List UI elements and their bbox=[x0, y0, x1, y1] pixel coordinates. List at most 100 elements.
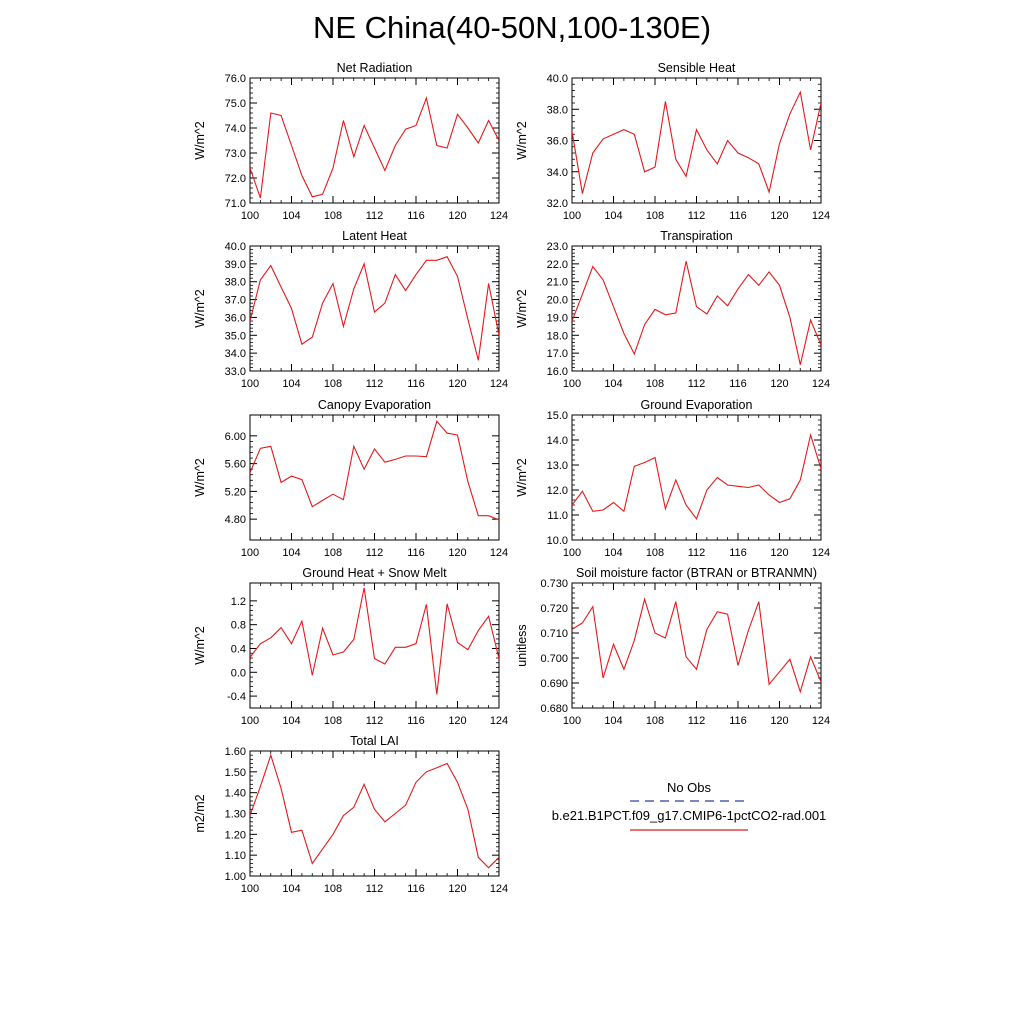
y-tick-label: 15.0 bbox=[547, 410, 568, 422]
y-tick-label: 73.0 bbox=[225, 148, 246, 160]
y-tick-label: 1.2 bbox=[231, 596, 246, 608]
y-tick-label: 13.0 bbox=[547, 460, 568, 472]
y-tick-label: 40.0 bbox=[547, 73, 568, 85]
x-tick-label: 112 bbox=[366, 547, 384, 559]
y-axis-label: unitless bbox=[515, 624, 529, 666]
panel-8: 100 104 108 112 116 120 124 0.680 0.690 0.700 0.71… bbox=[515, 566, 830, 727]
y-tick-label: -0.4 bbox=[227, 691, 246, 703]
legend-model-label: b.e21.B1PCT.f09_g17.CMIP6-1pctCO2-rad.00… bbox=[552, 808, 827, 823]
series-line bbox=[572, 90, 821, 195]
y-tick-label: 76.0 bbox=[225, 73, 246, 85]
x-tick-label: 108 bbox=[646, 210, 664, 222]
y-tick-label: 1.00 bbox=[225, 871, 246, 883]
series-line bbox=[250, 256, 499, 361]
y-tick-label: 1.50 bbox=[225, 767, 246, 779]
series-line bbox=[250, 587, 499, 695]
panel-1: 100 104 108 112 116 120 124 71.0 72.0 73.0 74.0 75.… bbox=[193, 61, 508, 222]
panel-title: Net Radiation bbox=[337, 61, 413, 75]
x-tick-label: 108 bbox=[324, 378, 342, 390]
plot-frame bbox=[571, 245, 822, 372]
y-tick-label: 39.0 bbox=[225, 259, 246, 271]
panel-title: Sensible Heat bbox=[658, 61, 736, 75]
y-tick-label: 38.0 bbox=[225, 277, 246, 289]
y-tick-label: 1.10 bbox=[225, 850, 246, 862]
y-tick-label: 0.720 bbox=[540, 603, 568, 615]
series-line bbox=[572, 261, 821, 365]
x-tick-label: 100 bbox=[241, 210, 259, 222]
y-tick-label: 19.0 bbox=[547, 312, 568, 324]
y-tick-label: 35.0 bbox=[225, 330, 246, 342]
y-tick-label: 4.80 bbox=[225, 514, 246, 526]
y-tick-label: 71.0 bbox=[225, 198, 246, 210]
x-tick-label: 116 bbox=[407, 378, 425, 390]
x-tick-label: 124 bbox=[490, 547, 508, 559]
x-tick-label: 112 bbox=[366, 883, 384, 895]
plot-frame bbox=[571, 77, 822, 204]
y-tick-label: 0.8 bbox=[231, 620, 246, 632]
series-line bbox=[572, 432, 821, 520]
y-tick-label: 0.4 bbox=[231, 643, 246, 655]
y-tick-label: 12.0 bbox=[547, 485, 568, 497]
y-tick-label: 0.700 bbox=[540, 653, 568, 665]
y-tick-label: 21.0 bbox=[547, 277, 568, 289]
x-tick-label: 100 bbox=[241, 378, 259, 390]
y-tick-label: 40.0 bbox=[225, 241, 246, 253]
x-tick-label: 104 bbox=[282, 547, 300, 559]
x-tick-label: 124 bbox=[490, 210, 508, 222]
y-tick-label: 18.0 bbox=[547, 330, 568, 342]
series-line bbox=[250, 753, 499, 869]
panel-3: 100 104 108 112 116 120 124 33.0 34.0 35.0 36.0 37.… bbox=[193, 229, 508, 390]
x-tick-label: 100 bbox=[563, 378, 581, 390]
x-tick-label: 120 bbox=[448, 378, 466, 390]
x-tick-label: 100 bbox=[241, 547, 259, 559]
y-tick-label: 1.20 bbox=[225, 829, 246, 841]
y-tick-label: 34.0 bbox=[225, 348, 246, 360]
y-tick-label: 36.0 bbox=[225, 312, 246, 324]
x-tick-label: 120 bbox=[770, 715, 788, 727]
plot-frame bbox=[571, 414, 822, 541]
x-tick-label: 124 bbox=[490, 715, 508, 727]
y-tick-label: 20.0 bbox=[547, 295, 568, 307]
plot-frame bbox=[249, 414, 500, 541]
x-tick-label: 100 bbox=[563, 715, 581, 727]
y-axis-label: W/m^2 bbox=[193, 121, 207, 160]
x-tick-label: 104 bbox=[282, 210, 300, 222]
plot-frame bbox=[571, 582, 822, 709]
x-tick-label: 108 bbox=[646, 378, 664, 390]
panel-title: Canopy Evaporation bbox=[318, 398, 431, 412]
x-tick-label: 104 bbox=[604, 715, 622, 727]
x-tick-label: 116 bbox=[407, 715, 425, 727]
x-tick-label: 124 bbox=[812, 378, 830, 390]
x-tick-label: 120 bbox=[770, 210, 788, 222]
x-tick-label: 120 bbox=[770, 378, 788, 390]
y-tick-label: 23.0 bbox=[547, 241, 568, 253]
panel-title: Transpiration bbox=[660, 229, 733, 243]
x-tick-label: 124 bbox=[812, 210, 830, 222]
y-axis-label: W/m^2 bbox=[515, 121, 529, 160]
x-tick-label: 120 bbox=[448, 547, 466, 559]
legend-obs-label: No Obs bbox=[667, 780, 712, 795]
x-tick-label: 124 bbox=[490, 378, 508, 390]
y-axis-label: m2/m2 bbox=[193, 794, 207, 832]
x-tick-label: 112 bbox=[688, 210, 706, 222]
y-tick-label: 0.710 bbox=[540, 628, 568, 640]
panel-7: 100 104 108 112 116 120 124 -0.4 0.0 0.4 0.8 1.2 Gro… bbox=[193, 566, 508, 727]
y-tick-label: 16.0 bbox=[547, 366, 568, 378]
plot-frame bbox=[249, 245, 500, 372]
y-tick-label: 0.680 bbox=[540, 703, 568, 715]
x-tick-label: 124 bbox=[812, 547, 830, 559]
x-tick-label: 120 bbox=[448, 210, 466, 222]
x-tick-label: 116 bbox=[729, 378, 747, 390]
x-tick-label: 108 bbox=[646, 547, 664, 559]
x-tick-label: 100 bbox=[563, 547, 581, 559]
x-tick-label: 120 bbox=[448, 883, 466, 895]
x-tick-label: 116 bbox=[729, 547, 747, 559]
x-tick-label: 116 bbox=[729, 210, 747, 222]
y-tick-label: 5.20 bbox=[225, 486, 246, 498]
panel-title: Total LAI bbox=[350, 734, 399, 748]
x-tick-label: 112 bbox=[366, 715, 384, 727]
x-tick-label: 108 bbox=[324, 210, 342, 222]
y-tick-label: 37.0 bbox=[225, 295, 246, 307]
x-tick-label: 112 bbox=[366, 210, 384, 222]
